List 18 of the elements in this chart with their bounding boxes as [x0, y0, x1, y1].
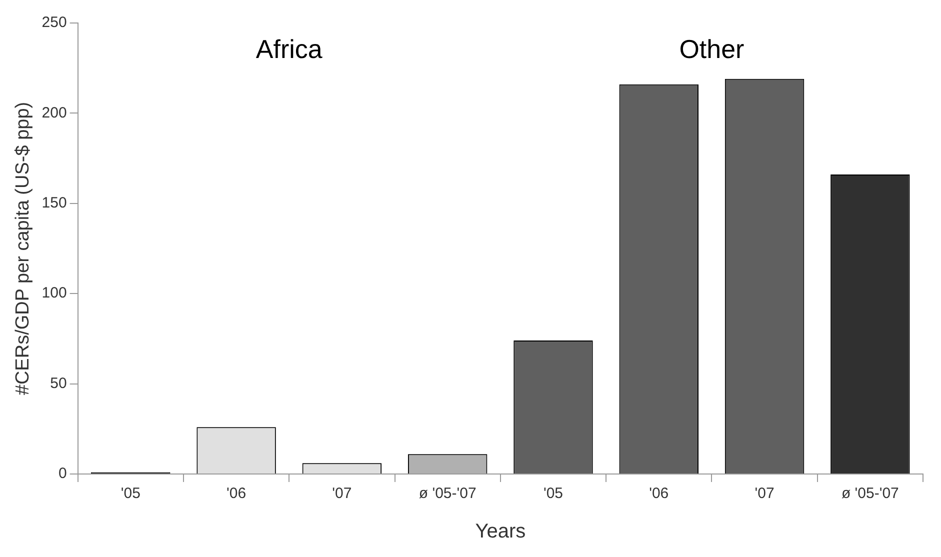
y-tick-label: 150	[42, 194, 67, 212]
y-tick-label: 250	[42, 14, 67, 32]
x-tick-label: '05	[120, 485, 140, 502]
x-tick-label: '05	[543, 485, 564, 502]
x-tick-label: '07	[332, 485, 352, 502]
x-tick-label: '06	[649, 485, 669, 502]
y-tick-label: 0	[58, 465, 67, 482]
x-tick-label: ø '05-'07	[418, 485, 476, 502]
y-tick-label: 100	[42, 284, 67, 302]
x-tick-label: '06	[226, 485, 246, 502]
annotation: Other	[679, 34, 745, 64]
x-axis-title: Years	[475, 520, 526, 543]
y-axis-title: #CERs/GDP per capita (US-$ ppp)	[12, 102, 34, 396]
y-tick-label: 50	[50, 374, 67, 392]
x-tick-label: ø '05-'07	[841, 485, 899, 502]
x-tick-label: '07	[754, 485, 774, 502]
annotation: Africa	[256, 34, 323, 64]
y-tick-label: 200	[42, 104, 67, 122]
